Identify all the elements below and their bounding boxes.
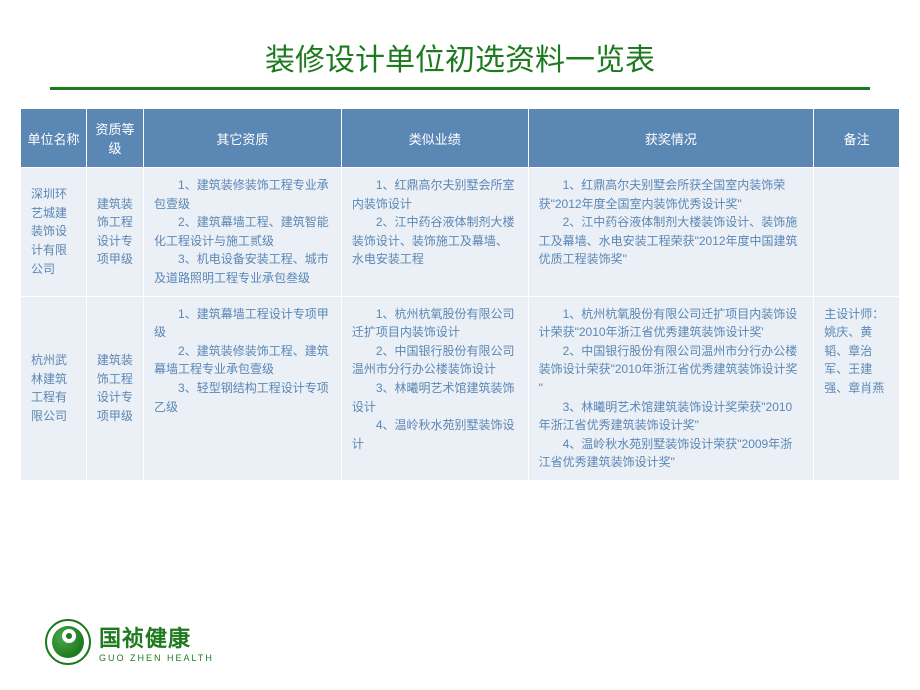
- cell-similar: 1、红鼎高尔夫别墅会所室内装饰设计 2、江中药谷液体制剂大楼装饰设计、装饰施工及…: [341, 168, 528, 297]
- cell-other: 1、建筑装修装饰工程专业承包壹级 2、建筑幕墙工程、建筑智能化工程设计与施工贰级…: [144, 168, 342, 297]
- page-title: 装修设计单位初选资料一览表: [265, 35, 655, 79]
- cell-grade: 建筑装饰工程设计专项甲级: [86, 296, 143, 480]
- cell-name: 杭州武林建筑工程有限公司: [21, 296, 87, 480]
- cell-name: 深圳环艺城建装饰设计有限公司: [21, 168, 87, 297]
- th-award: 获奖情况: [528, 109, 814, 168]
- cell-grade: 建筑装饰工程设计专项甲级: [86, 168, 143, 297]
- cell-remark: [814, 168, 900, 297]
- table-row: 杭州武林建筑工程有限公司 建筑装饰工程设计专项甲级 1、建筑幕墙工程设计专项甲级…: [21, 296, 900, 480]
- cell-remark: 主设计师：姚庆、黄韬、章治军、王建强、章肖燕: [814, 296, 900, 480]
- table-row: 深圳环艺城建装饰设计有限公司 建筑装饰工程设计专项甲级 1、建筑装修装饰工程专业…: [21, 168, 900, 297]
- th-name: 单位名称: [21, 109, 87, 168]
- th-other: 其它资质: [144, 109, 342, 168]
- cell-award: 1、杭州杭氧股份有限公司迁扩项目内装饰设计荣获"2010年浙江省优秀建筑装饰设计…: [528, 296, 814, 480]
- title-container: 装修设计单位初选资料一览表: [0, 0, 920, 100]
- logo-en: GUO ZHEN HEALTH: [99, 653, 214, 663]
- cell-award: 1、红鼎高尔夫别墅会所获全国室内装饰荣获"2012年度全国室内装饰优秀设计奖" …: [528, 168, 814, 297]
- logo-text: 国祯健康 GUO ZHEN HEALTH: [99, 621, 214, 663]
- logo-cn: 国祯健康: [99, 621, 214, 653]
- cell-other: 1、建筑幕墙工程设计专项甲级 2、建筑装修装饰工程、建筑幕墙工程专业承包壹级 3…: [144, 296, 342, 480]
- table-wrapper: 单位名称 资质等级 其它资质 类似业绩 获奖情况 备注 深圳环艺城建装饰设计有限…: [0, 100, 920, 481]
- cell-similar: 1、杭州杭氧股份有限公司迁扩项目内装饰设计 2、中国银行股份有限公司温州市分行办…: [341, 296, 528, 480]
- data-table: 单位名称 资质等级 其它资质 类似业绩 获奖情况 备注 深圳环艺城建装饰设计有限…: [20, 108, 900, 481]
- th-remark: 备注: [814, 109, 900, 168]
- table-header-row: 单位名称 资质等级 其它资质 类似业绩 获奖情况 备注: [21, 109, 900, 168]
- title-underline: [50, 87, 870, 90]
- th-similar: 类似业绩: [341, 109, 528, 168]
- th-grade: 资质等级: [86, 109, 143, 168]
- footer-logo: 国祯健康 GUO ZHEN HEALTH: [45, 619, 214, 665]
- logo-icon: [45, 619, 91, 665]
